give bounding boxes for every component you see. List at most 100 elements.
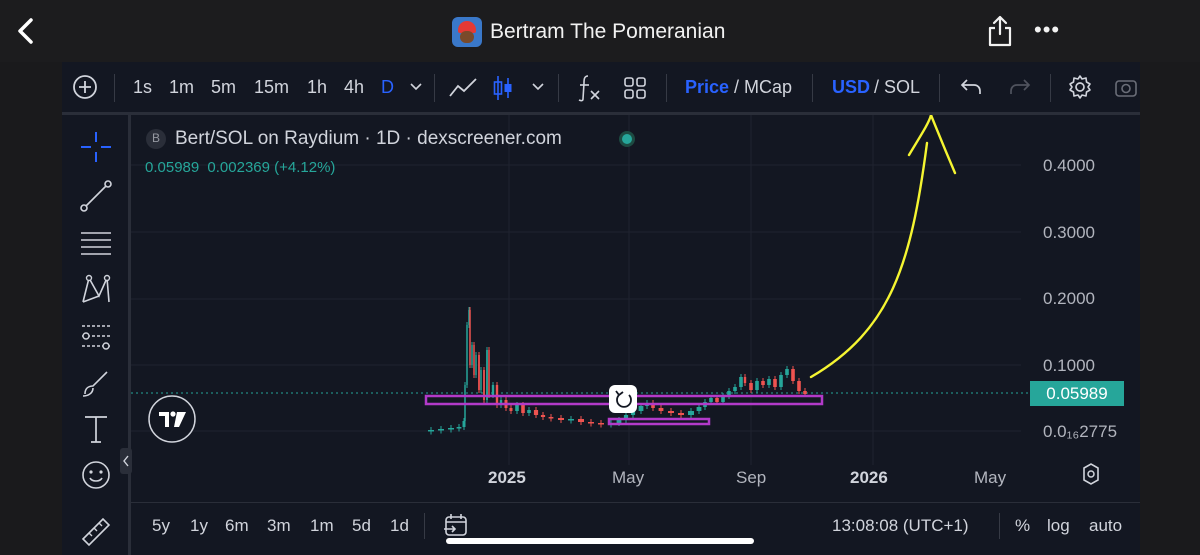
brush-icon[interactable]	[79, 366, 113, 400]
candle-body	[533, 410, 539, 415]
mcap-toggle[interactable]: / MCap	[734, 77, 793, 97]
candle-body	[468, 310, 470, 325]
toolbar-divider	[558, 74, 559, 102]
range-6m[interactable]: 6m	[225, 516, 249, 535]
time-scale-label: 2025	[488, 468, 526, 487]
price-scale-label: 0.2000	[1043, 289, 1095, 308]
collapse-sidebar-icon[interactable]	[120, 448, 132, 474]
interval-5m[interactable]: 5m	[211, 77, 237, 97]
indicators-icon[interactable]	[574, 73, 602, 103]
toolbar-divider	[939, 74, 940, 102]
token-avatar	[452, 17, 482, 47]
add-symbol-icon[interactable]	[72, 74, 98, 100]
trend-line-icon[interactable]	[79, 179, 113, 213]
candle-body	[438, 429, 444, 431]
range-1d[interactable]: 1d	[390, 516, 409, 535]
text-tool-icon[interactable]	[79, 412, 113, 446]
interval-1h[interactable]: 1h	[307, 77, 328, 97]
usd-toggle[interactable]: USD	[832, 77, 871, 97]
candle-body	[558, 418, 564, 420]
toolbar-divider	[666, 74, 667, 102]
clock-timezone[interactable]: 13:08:08 (UTC+1)	[832, 516, 969, 535]
chevron-down-icon[interactable]	[409, 82, 423, 92]
price-toggle[interactable]: Price	[685, 77, 730, 97]
candle-body	[616, 420, 622, 423]
undo-icon[interactable]	[959, 76, 983, 98]
range-1m[interactable]: 1m	[310, 516, 334, 535]
candle-body	[803, 391, 807, 394]
redo-icon[interactable]	[1008, 76, 1032, 98]
range-5y[interactable]: 5y	[152, 516, 170, 535]
candle-body	[475, 355, 477, 375]
goto-date-icon[interactable]	[443, 512, 469, 538]
emoji-icon[interactable]	[79, 458, 113, 492]
candle-body	[755, 381, 759, 390]
interval-d[interactable]: D	[381, 77, 394, 97]
sol-toggle[interactable]: / SOL	[874, 77, 921, 97]
candle-body	[668, 411, 674, 413]
candlestick-icon[interactable]	[492, 74, 514, 102]
symbol-legend-title[interactable]: Bert/SOL on Raydium · 1D · dexscreener.c…	[175, 128, 562, 149]
projection-tool-icon[interactable]	[79, 320, 113, 354]
more-dots-icon[interactable]: •••	[1034, 17, 1061, 42]
annotation-arrowhead	[907, 115, 957, 175]
layout-grid-icon[interactable]	[623, 76, 647, 100]
interval-4h[interactable]: 4h	[344, 77, 365, 97]
camera-icon[interactable]	[1114, 75, 1138, 99]
line-chart-icon[interactable]	[448, 76, 478, 100]
share-icon[interactable]	[986, 14, 1014, 48]
candle-body	[428, 430, 434, 432]
interval-1s[interactable]: 1s	[133, 77, 153, 97]
candle-body	[791, 369, 795, 381]
candle-body	[499, 400, 503, 405]
price-scale-label: 0.4000	[1043, 156, 1095, 175]
ruler-icon[interactable]	[79, 513, 113, 547]
candle-body	[473, 345, 475, 375]
fib-lines-icon[interactable]	[79, 227, 113, 261]
range-5d[interactable]: 5d	[352, 516, 371, 535]
interval-1m[interactable]: 1m	[169, 77, 195, 97]
candle-body	[509, 408, 513, 411]
settings-gear-icon[interactable]	[1067, 74, 1093, 100]
pattern-tool-icon[interactable]	[79, 272, 113, 306]
candle-body	[456, 427, 462, 429]
candle-body	[696, 407, 702, 411]
chevron-down-icon[interactable]	[531, 82, 545, 92]
crosshair-icon[interactable]	[79, 130, 113, 164]
log-scale-toggle[interactable]: log	[1047, 516, 1070, 535]
drawing-toolbar	[62, 115, 132, 555]
price-chart[interactable]	[131, 115, 1140, 500]
price-scale-label: 0.0₁₆2775	[1043, 422, 1118, 441]
candle-body	[521, 405, 525, 413]
candle-body	[568, 419, 574, 421]
candle-body	[733, 387, 737, 391]
candle-body	[527, 410, 531, 413]
candle-body	[785, 369, 789, 375]
candle-body	[578, 419, 584, 422]
candle-body	[709, 398, 713, 402]
time-scale-label: May	[974, 468, 1007, 487]
candle-body	[483, 370, 485, 400]
legend-close: 0.05989	[145, 159, 200, 176]
price-scale-label: 0.3000	[1043, 223, 1095, 242]
candle-body	[743, 377, 747, 383]
legend-values: 0.05989 0.002369 (+4.12%)	[145, 159, 335, 176]
candle-body	[715, 398, 719, 402]
chart-settings-icon[interactable]	[1083, 463, 1099, 485]
candle-body	[797, 381, 801, 391]
toolbar-divider	[434, 74, 435, 102]
candle-body	[471, 345, 473, 365]
price-series	[428, 307, 807, 435]
range-3m[interactable]: 3m	[267, 516, 291, 535]
reset-view-button[interactable]	[609, 385, 637, 413]
percent-scale-toggle[interactable]: %	[1015, 516, 1031, 535]
range-1y[interactable]: 1y	[190, 516, 208, 535]
toolbar-divider	[999, 513, 1000, 539]
time-scale-label: 2026	[850, 468, 888, 487]
auto-scale-toggle[interactable]: auto	[1089, 516, 1123, 535]
chevron-left-icon[interactable]	[14, 16, 38, 46]
chart-panel	[62, 62, 1140, 555]
candle-body	[480, 370, 482, 390]
annotation-arrow-line	[809, 141, 929, 379]
interval-15m[interactable]: 15m	[254, 77, 290, 97]
